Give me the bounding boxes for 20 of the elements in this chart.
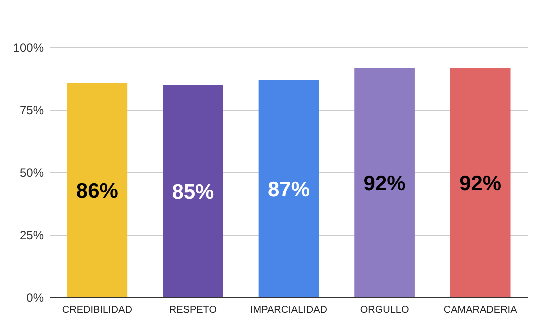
y-tick-label: 100%	[13, 41, 44, 56]
x-tick-label: IMPARCIALIDAD	[250, 305, 328, 316]
bar	[258, 80, 320, 298]
data-label: 92%	[364, 172, 406, 196]
x-tick-label: ORGULLO	[360, 305, 410, 316]
data-label: 85%	[172, 181, 215, 204]
y-tick-label: 75%	[20, 104, 44, 118]
x-tick-label: RESPETO	[169, 305, 218, 316]
x-tick-label: CAMARADERIA	[444, 305, 518, 316]
y-tick-label: 50%	[20, 166, 44, 180]
y-tick-label: 0%	[26, 291, 44, 306]
data-label: 92%	[460, 172, 502, 196]
x-tick-label: CREDIBILIDAD	[62, 305, 132, 316]
bar	[67, 83, 128, 298]
data-label: 87%	[268, 178, 310, 202]
bar	[163, 86, 224, 298]
bar	[354, 68, 415, 298]
data-label: 86%	[76, 180, 119, 203]
y-tick-label: 25%	[20, 228, 44, 243]
bar	[450, 68, 511, 298]
